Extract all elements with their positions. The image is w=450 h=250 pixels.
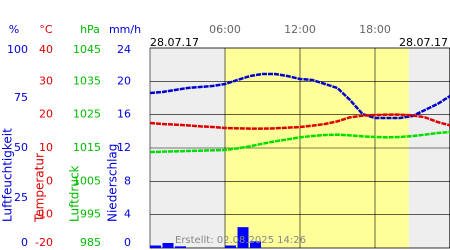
y-tick-label: 1005 xyxy=(73,174,101,187)
x-tick-label: 06:00 xyxy=(209,23,241,36)
axis-title: Niederschlag xyxy=(106,144,120,222)
y-tick-label: 30 xyxy=(39,74,53,87)
y-tick-label: 8 xyxy=(124,174,131,187)
y-tick-label: 50 xyxy=(14,141,28,154)
y-tick-label: 100 xyxy=(7,43,28,56)
precip-bar xyxy=(150,245,161,248)
precip-bar xyxy=(237,227,249,248)
y-tick-label: 20 xyxy=(117,74,131,87)
axis-title: Luftdruck xyxy=(68,165,82,222)
y-tick-label: 40 xyxy=(39,43,53,56)
series-line xyxy=(149,113,450,130)
precip-bar xyxy=(162,243,174,248)
y-tick-label: 1045 xyxy=(73,43,101,56)
y-tick-label: -20 xyxy=(35,236,53,249)
y-tick-label: 0 xyxy=(21,236,28,249)
y-tick-label: 12 xyxy=(117,141,131,154)
y-tick-label: 1035 xyxy=(73,74,101,87)
y-tick-label: 24 xyxy=(117,43,131,56)
precip-bar xyxy=(175,246,186,248)
x-tick-label: 18:00 xyxy=(359,23,391,36)
y-tick-label: 985 xyxy=(80,236,101,249)
axis-unit: mm/h xyxy=(109,23,141,36)
y-tick-label: 10 xyxy=(39,141,53,154)
axis-unit: hPa xyxy=(80,23,100,36)
created-note: Erstellt: 02.08.2025 14:26 xyxy=(175,235,306,246)
axis-title: Temperatur xyxy=(33,153,47,223)
y-tick-label: 995 xyxy=(80,208,101,221)
y-tick-label: 4 xyxy=(124,208,131,221)
axis-title: Luftfeuchtigkeit xyxy=(1,128,15,222)
y-tick-label: 75 xyxy=(14,91,28,104)
x-tick-label: 12:00 xyxy=(284,23,316,36)
y-tick-label: 25 xyxy=(14,191,28,204)
y-tick-label: 1015 xyxy=(73,141,101,154)
date-right: 28.07.17 xyxy=(399,36,448,49)
date-left: 28.07.17 xyxy=(150,36,199,49)
axis-unit: % xyxy=(9,23,19,36)
y-tick-label: 1025 xyxy=(73,108,101,121)
y-tick-label: 20 xyxy=(39,108,53,121)
y-tick-label: 0 xyxy=(124,236,131,249)
y-tick-label: 0 xyxy=(46,174,53,187)
y-tick-label: -10 xyxy=(35,208,53,221)
axis-unit: °C xyxy=(39,23,53,36)
precip-bar xyxy=(225,245,236,248)
series-line xyxy=(149,72,450,120)
y-tick-label: 16 xyxy=(117,108,131,121)
precip-bar xyxy=(250,241,261,248)
series-line xyxy=(149,130,450,154)
